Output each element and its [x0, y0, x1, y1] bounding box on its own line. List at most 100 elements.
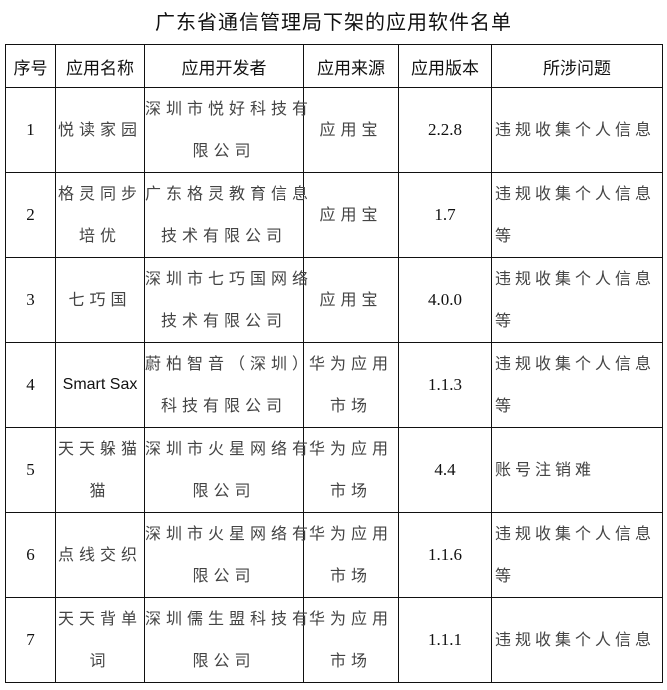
source-text: 市场 — [329, 481, 372, 500]
source-cell: 华为应用 市场 — [303, 342, 399, 428]
app-name-text: 点线交织 — [57, 545, 142, 564]
app-name-cell: 格灵同步 培优 — [55, 172, 145, 258]
developer-cell: 深圳市七巧国网络 技术有限公司 — [144, 257, 308, 343]
developer-text: 深圳市火星网络有 — [145, 439, 314, 458]
developer-text: 广东格灵教育信息 — [145, 184, 314, 203]
source-text: 应用宝 — [319, 290, 383, 309]
index-text: 1 — [26, 120, 35, 139]
issue-cell: 违规收集个人信息等 — [491, 342, 663, 428]
developer-cell: 深圳市火星网络有限公司 — [144, 427, 314, 513]
source-cell: 华为应用 市场 — [303, 512, 399, 598]
header-issue: 所涉问题 — [491, 44, 663, 88]
issue-text: 等 — [495, 226, 516, 245]
source-text: 市场 — [329, 651, 372, 670]
source-cell: 华为应用 市场 — [303, 597, 399, 683]
source-text: 应用宝 — [319, 120, 383, 139]
issue-cell: 违规收集个人信息等 — [491, 512, 663, 598]
table-row: 4 Smart Sax 蔚柏智音（深圳） 科技有限公司 华为应用 市场 1.1.3 违规收集个… — [5, 342, 663, 428]
issue-cell: 账号注销难 — [491, 427, 663, 513]
index-text: 2 — [26, 205, 35, 224]
version-cell: 4.4 — [398, 427, 492, 513]
app-name-text: 词 — [89, 651, 111, 670]
index-cell: 4 — [5, 342, 56, 428]
issue-text: 违规收集个人信息 — [495, 354, 656, 373]
developer-text: 深圳市悦好科技有 — [145, 99, 314, 118]
developer-text: 深圳儒生盟科技有 — [145, 609, 314, 628]
table-row: 5 天天躲猫猫深圳市火星网络有 限公司 华为应用 市场 4.4 账号注销难 — [5, 427, 663, 513]
document-title: 广东省通信管理局下架的应用软件名单 — [155, 10, 512, 34]
app-name-text: 悦读家园 — [57, 120, 142, 139]
developer-cell: 深圳儒生盟科技有限公司 — [144, 597, 314, 683]
issue-text: 等 — [495, 566, 516, 585]
issue-text: 等 — [495, 311, 516, 330]
table-row: 2 格灵同步 培优 广东格灵教育信息 技术有限公司 应用宝 1.7 违规收集个人信息等 — [5, 172, 663, 258]
index-text: 4 — [26, 375, 35, 394]
app-name-cell: 天天背单词 — [55, 597, 145, 683]
source-cell: 应用宝 — [303, 87, 399, 173]
table-row: 1 悦读家园 深圳市悦好科技有限公司 应用宝 2.2.8 违规收集个人信息 — [5, 87, 663, 173]
app-name-cell: 悦读家园 — [55, 87, 145, 173]
developer-text: 限公司 — [192, 141, 256, 160]
developer-text: 科技有限公司 — [160, 396, 287, 415]
header-developer: 应用开发者 — [144, 44, 304, 88]
index-cell: 1 — [5, 87, 56, 173]
source-text: 华为应用 — [308, 524, 393, 543]
index-cell: 7 — [5, 597, 56, 683]
app-name-text: 天天背单 — [57, 609, 142, 628]
issue-cell: 违规收集个人信息等 — [491, 172, 663, 258]
developer-text: 限公司 — [192, 481, 256, 500]
issue-text: 违规收集个人信息 — [495, 269, 656, 288]
version-text: 4.0.0 — [428, 290, 462, 309]
developer-text: 技术有限公司 — [160, 226, 287, 245]
version-cell: 1.1.6 — [398, 512, 492, 598]
developer-text: 限公司 — [192, 651, 256, 670]
developer-cell: 广东格灵教育信息技术有限公司 — [144, 172, 314, 258]
issue-text: 违规收集个人信息 — [495, 524, 656, 543]
header-version: 应用版本 — [398, 44, 492, 88]
app-name-text: 猫 — [89, 481, 111, 500]
version-text: 4.4 — [434, 460, 456, 479]
source-cell: 华为应用 市场 — [303, 427, 399, 513]
version-cell: 2.2.8 — [398, 87, 492, 173]
developer-text: 蔚柏智音（深圳） — [145, 354, 314, 373]
issue-cell: 违规收集个人信息等 — [491, 257, 663, 343]
app-name-text: 格灵同步 — [57, 184, 142, 203]
app-name-cell: 七巧国 — [55, 257, 145, 343]
index-cell: 6 — [5, 512, 56, 598]
table-row: 7 天天背单词深圳儒生盟科技有 限公司 华为应用 市场 1.1.1 违规收集个人信息 — [5, 597, 663, 683]
app-name-cell: 天天躲猫猫 — [55, 427, 145, 513]
header-index: 序号 — [5, 44, 56, 88]
source-cell: 应用宝 — [303, 172, 399, 258]
version-cell: 1.1.1 — [398, 597, 492, 683]
index-text: 5 — [26, 460, 35, 479]
developer-text: 深圳市火星网络有 — [145, 524, 314, 543]
issue-text: 账号注销难 — [495, 460, 596, 479]
version-text: 1.1.6 — [428, 545, 462, 564]
index-cell: 5 — [5, 427, 56, 513]
source-text: 应用宝 — [319, 205, 383, 224]
version-cell: 1.1.3 — [398, 342, 492, 428]
table-row: 3 七巧国 深圳市七巧国网络 技术有限公司 应用宝 4.0.0 违规收集个人信息等 — [5, 257, 663, 343]
version-cell: 1.7 — [398, 172, 492, 258]
index-cell: 3 — [5, 257, 56, 343]
source-text: 华为应用 — [308, 354, 393, 373]
header-app-name: 应用名称 — [55, 44, 145, 88]
issue-text: 等 — [495, 396, 516, 415]
version-text: 1.7 — [434, 205, 456, 224]
issue-cell: 违规收集个人信息 — [491, 87, 663, 173]
index-text: 3 — [26, 290, 35, 309]
issue-cell: 违规收集个人信息 — [491, 597, 663, 683]
index-text: 7 — [26, 630, 35, 649]
app-name-text: 培优 — [78, 226, 121, 245]
table-header-row: 序号 应用名称 应用开发者 应用来源 应用版本 所涉问题 — [5, 44, 663, 88]
source-text: 市场 — [329, 396, 372, 415]
version-cell: 4.0.0 — [398, 257, 492, 343]
developer-text: 技术有限公司 — [160, 311, 287, 330]
issue-text: 违规收集个人信息 — [495, 630, 656, 649]
source-text: 市场 — [329, 566, 372, 585]
app-name-text: 天天躲猫 — [57, 439, 142, 458]
source-text: 华为应用 — [308, 439, 393, 458]
source-text: 华为应用 — [308, 609, 393, 628]
index-cell: 2 — [5, 172, 56, 258]
developer-text: 限公司 — [192, 566, 256, 585]
